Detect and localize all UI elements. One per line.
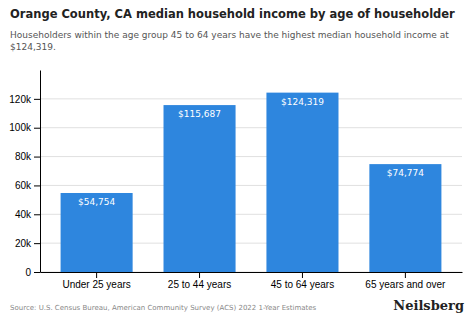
y-tick-mark — [34, 214, 40, 215]
bar — [266, 93, 338, 272]
x-tick-label: 45 to 64 years — [271, 279, 334, 290]
y-tick-mark — [34, 272, 40, 273]
title: Orange County, CA median household incom… — [10, 7, 455, 21]
data-label: $124,319 — [281, 97, 324, 107]
bar — [369, 164, 441, 272]
bar — [164, 105, 236, 272]
grid — [40, 99, 462, 272]
y-tick: 40k — [15, 209, 40, 220]
y-tick-label: 80k — [15, 151, 32, 162]
y-axis-line — [40, 71, 41, 273]
x-tick-label: 25 to 44 years — [168, 279, 231, 290]
subtitle-line: Householders within the age group 45 to … — [10, 30, 449, 40]
x-tick-mark — [96, 272, 97, 278]
x-tick: 25 to 44 years — [168, 272, 231, 290]
x-tick: 65 years and over — [365, 272, 446, 290]
y-tick-label: 20k — [15, 238, 32, 249]
x-tick-mark — [302, 272, 303, 278]
data-label: $115,687 — [178, 109, 221, 119]
y-tick-mark — [34, 128, 40, 129]
y-tick: 120k — [9, 94, 40, 105]
y-tick: 80k — [15, 151, 40, 162]
x-tick: Under 25 years — [62, 272, 130, 290]
y-axis: 0 20k 40k 60k 80k 100k 120k — [9, 71, 40, 278]
y-tick: 60k — [15, 180, 40, 191]
data-label: $74,774 — [387, 168, 424, 178]
branding: Neilsberg — [393, 298, 464, 313]
x-tick: 45 to 64 years — [271, 272, 334, 290]
y-tick-label: 120k — [9, 94, 32, 105]
source-note: Source: U.S. Census Bureau, American Com… — [10, 304, 317, 312]
x-tick-mark — [199, 272, 200, 278]
y-tick-mark — [34, 185, 40, 186]
grid-line — [40, 98, 462, 99]
x-tick-mark — [405, 272, 406, 278]
y-tick: 100k — [9, 122, 40, 133]
x-tick-label: Under 25 years — [62, 279, 130, 290]
y-tick-mark — [34, 99, 40, 100]
x-tick-label: 65 years and over — [365, 279, 446, 290]
grid-line — [40, 156, 462, 157]
grid-line — [40, 127, 462, 128]
plot: 0 20k 40k 60k 80k 100k 120k Under 25 years 25 to… — [9, 71, 462, 291]
y-tick-label: 40k — [15, 209, 32, 220]
x-axis: Under 25 years 25 to 44 years 45 to 64 yea… — [41, 272, 463, 290]
chart-container: Orange County, CA median household incom… — [0, 0, 474, 316]
x-axis-line — [41, 272, 463, 273]
y-tick: 0 — [25, 267, 40, 278]
bars — [61, 93, 442, 272]
chart-svg: Orange County, CA median household incom… — [0, 0, 474, 316]
y-tick-label: 60k — [15, 180, 32, 191]
y-tick-label: 100k — [9, 122, 32, 133]
y-tick: 20k — [15, 238, 40, 249]
y-tick-mark — [34, 157, 40, 158]
data-label: $54,754 — [78, 197, 115, 207]
subtitle-line: $124,319. — [10, 42, 56, 52]
data-labels: $54,754 $115,687 $124,319 $74,774 — [78, 97, 424, 207]
y-tick-mark — [34, 243, 40, 244]
subtitle: Householders within the age group 45 to … — [10, 30, 449, 52]
y-tick-label: 0 — [25, 267, 31, 278]
bar — [61, 193, 133, 272]
